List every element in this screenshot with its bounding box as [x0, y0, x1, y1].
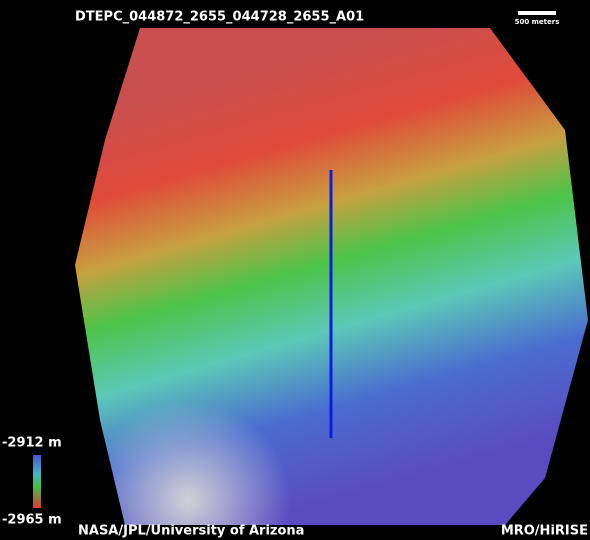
- title: DTEPC_044872_2655_044728_2655_A01: [75, 10, 364, 25]
- scale-label: 500 meters: [515, 18, 560, 26]
- source: MRO/HiRISE: [501, 524, 588, 539]
- color-bar: [33, 455, 41, 508]
- legend-top-label: -2912 m: [2, 436, 62, 451]
- legend-bottom-label: -2965 m: [2, 513, 62, 528]
- scale-bar: [518, 11, 556, 15]
- map-view: DTEPC_044872_2655_044728_2655_A01 500 me…: [0, 0, 590, 540]
- credit: NASA/JPL/University of Arizona: [78, 524, 304, 539]
